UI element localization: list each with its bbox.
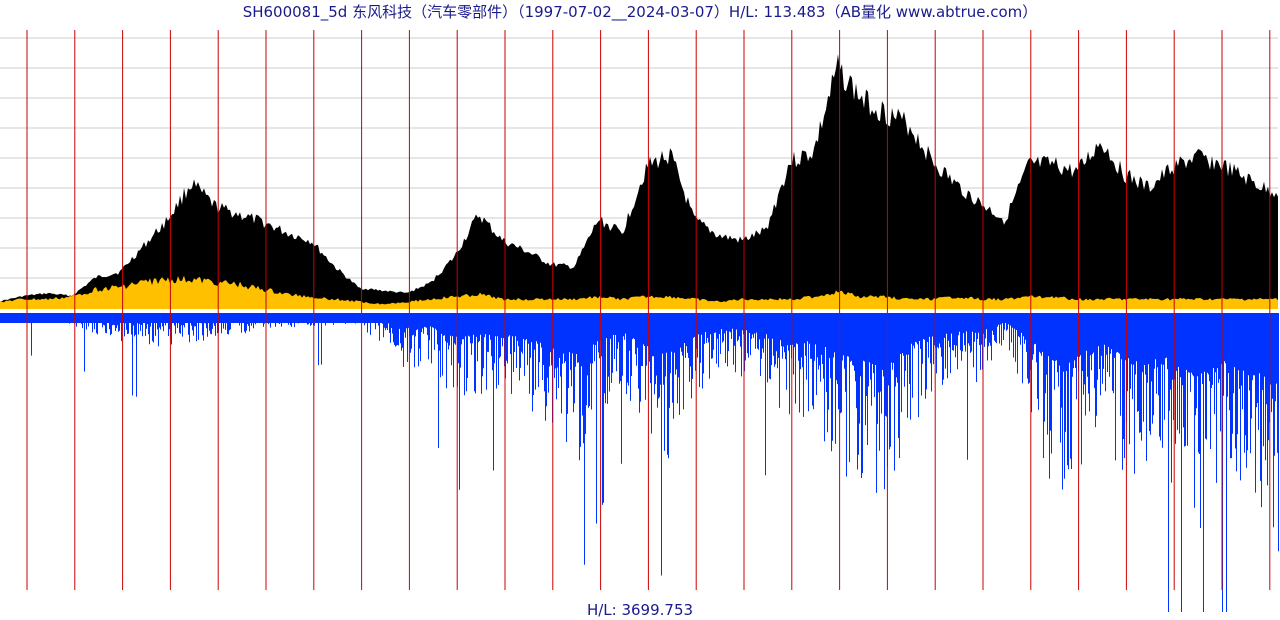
chart-title: SH600081_5d 东风科技（汽车零部件）（1997-07-02__2024… (242, 3, 1038, 21)
price-area (0, 54, 1278, 309)
volume-high-low-label: H/L: 3699.753 (586, 601, 694, 619)
volume-panel (0, 313, 1279, 612)
price-panel (0, 54, 1278, 309)
year-separators (26, 30, 1271, 590)
average-area (0, 275, 1278, 309)
